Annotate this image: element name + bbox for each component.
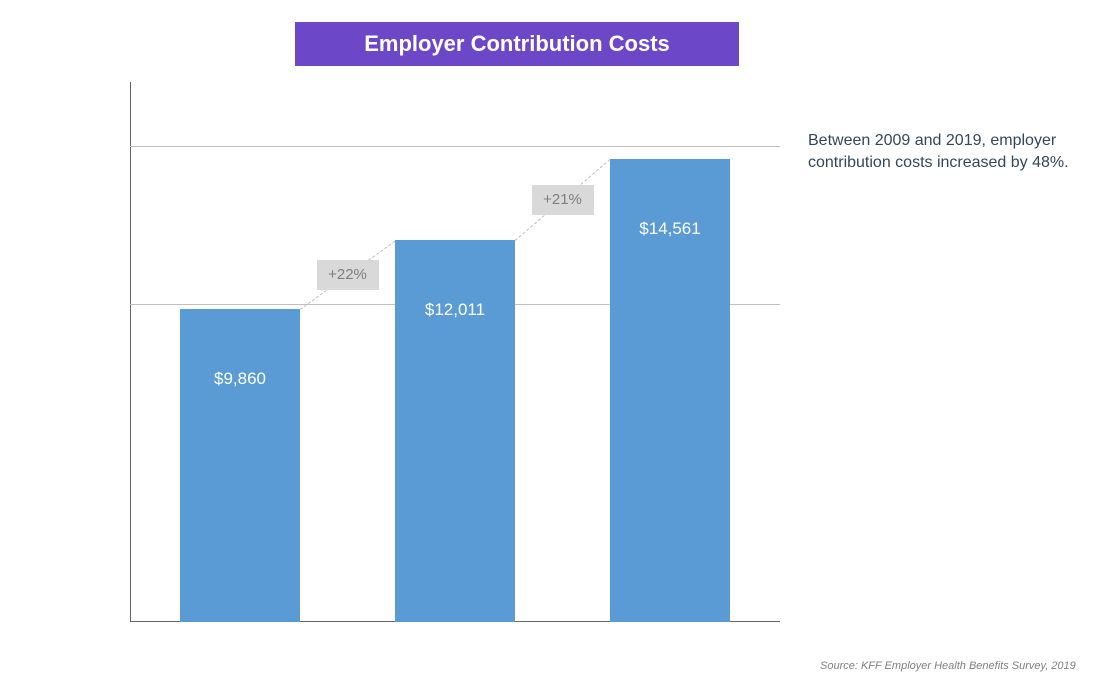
pct-change-label: +21%: [532, 185, 594, 215]
chart-title-banner: Employer Contribution Costs: [295, 22, 739, 66]
annotation-text: Between 2009 and 2019, employer contribu…: [808, 130, 1078, 173]
chart-title-text: Employer Contribution Costs: [364, 31, 670, 56]
gridline: [130, 146, 780, 147]
bar-value-label: $9,860: [180, 369, 300, 389]
y-axis-line: [130, 82, 131, 622]
bar-2: $14,561: [610, 159, 730, 622]
bar-value-label: $14,561: [610, 219, 730, 239]
bar-0: $9,860: [180, 309, 300, 622]
chart-plot-area: $9,860 $12,011 $14,561 +22% +21%: [130, 82, 780, 622]
bar-value-label: $12,011: [395, 300, 515, 320]
bar-1: $12,011: [395, 240, 515, 622]
source-citation: Source: KFF Employer Health Benefits Sur…: [820, 660, 1076, 672]
pct-change-label: +22%: [317, 260, 379, 290]
